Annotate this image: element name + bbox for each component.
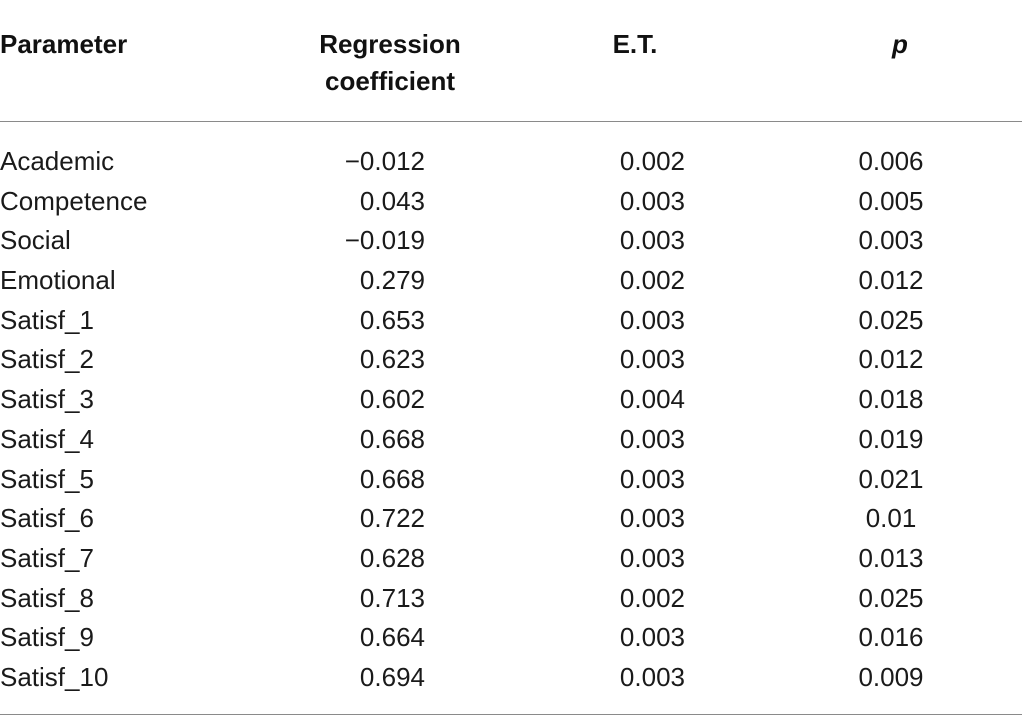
cell-et: 0.003 — [619, 542, 685, 573]
cell-parameter: Academic — [0, 146, 115, 176]
cell-regression-coefficient: 0.668 — [359, 423, 425, 454]
header-et: E.T. — [612, 29, 658, 59]
table-row: Satisf_2 0.623 0.003 0.012 — [0, 340, 1024, 380]
cell-et: 0.003 — [619, 661, 685, 692]
header-parameter: Parameter — [0, 29, 128, 59]
cell-et: 0.003 — [619, 423, 685, 454]
cell-regression-coefficient: −0.012 — [344, 146, 425, 176]
table-bottom-rule — [0, 714, 1022, 715]
cell-parameter: Social — [0, 225, 71, 256]
cell-p: 0.009 — [858, 661, 924, 692]
cell-et: 0.003 — [619, 503, 685, 534]
cell-p: 0.003 — [858, 225, 924, 256]
cell-et: 0.002 — [619, 146, 685, 176]
table-row: Satisf_6 0.722 0.003 0.01 — [0, 499, 1024, 539]
cell-regression-coefficient: 0.664 — [359, 622, 425, 653]
cell-regression-coefficient: 0.653 — [359, 304, 425, 335]
cell-et: 0.003 — [619, 463, 685, 494]
cell-regression-coefficient: 0.694 — [359, 661, 425, 692]
cell-et: 0.003 — [619, 622, 685, 653]
cell-parameter: Satisf_6 — [0, 503, 94, 534]
cell-p: 0.021 — [858, 463, 924, 494]
cell-p: 0.018 — [858, 384, 924, 415]
table-row: Competence 0.043 0.003 0.005 — [0, 182, 1024, 222]
header-p: p — [892, 29, 908, 59]
cell-parameter: Emotional — [0, 265, 116, 296]
cell-parameter: Satisf_1 — [0, 304, 94, 335]
cell-p: 0.013 — [858, 542, 924, 573]
cell-et: 0.003 — [619, 185, 685, 216]
cell-regression-coefficient: 0.713 — [359, 582, 425, 613]
cell-et: 0.003 — [619, 304, 685, 335]
table-row: Satisf_10 0.694 0.003 0.009 — [0, 658, 1024, 698]
cell-regression-coefficient: 0.722 — [359, 503, 425, 534]
cell-et: 0.002 — [619, 265, 685, 296]
table-row: Satisf_8 0.713 0.002 0.025 — [0, 579, 1024, 619]
cell-p: 0.006 — [858, 146, 924, 176]
cell-regression-coefficient: 0.623 — [359, 344, 425, 375]
header-coef-line1: Regression — [319, 29, 461, 59]
table-row: Satisf_5 0.668 0.003 0.021 — [0, 460, 1024, 500]
cell-regression-coefficient: 0.628 — [359, 542, 425, 573]
cell-parameter: Satisf_4 — [0, 423, 94, 454]
cell-regression-coefficient: 0.279 — [359, 265, 425, 296]
cell-regression-coefficient: 0.602 — [359, 384, 425, 415]
table-row: Satisf_4 0.668 0.003 0.019 — [0, 420, 1024, 460]
table-row: Satisf_7 0.628 0.003 0.013 — [0, 539, 1024, 579]
cell-p: 0.005 — [858, 185, 924, 216]
table-row: Satisf_1 0.653 0.003 0.025 — [0, 301, 1024, 341]
cell-parameter: Satisf_9 — [0, 622, 94, 653]
cell-p: 0.012 — [858, 265, 924, 296]
header-regression-coefficient: Regression coefficient — [280, 26, 500, 100]
cell-et: 0.004 — [619, 384, 685, 415]
cell-et: 0.002 — [619, 582, 685, 613]
cell-parameter: Satisf_2 — [0, 344, 94, 375]
table-row: Academic −0.012 0.002 0.006 — [0, 142, 1024, 182]
cell-p: 0.025 — [858, 582, 924, 613]
cell-et: 0.003 — [619, 344, 685, 375]
header-divider — [0, 121, 1022, 122]
cell-parameter: Satisf_8 — [0, 582, 94, 613]
table-header-row: Parameter Regression coefficient E.T. p — [0, 26, 1024, 106]
header-coef-line2: coefficient — [324, 66, 456, 96]
cell-p: 0.01 — [865, 503, 917, 534]
cell-parameter: Satisf_7 — [0, 542, 94, 573]
cell-p: 0.012 — [858, 344, 924, 375]
cell-p: 0.019 — [858, 423, 924, 454]
cell-p: 0.025 — [858, 304, 924, 335]
table-row: Emotional 0.279 0.002 0.012 — [0, 261, 1024, 301]
cell-parameter: Satisf_3 — [0, 384, 94, 415]
table-row: Satisf_9 0.664 0.003 0.016 — [0, 618, 1024, 658]
cell-regression-coefficient: 0.668 — [359, 463, 425, 494]
cell-regression-coefficient: 0.043 — [359, 185, 425, 216]
cell-et: 0.003 — [619, 225, 685, 256]
table-body: Academic −0.012 0.002 0.006 Competence 0.043 0… — [0, 142, 1024, 698]
cell-parameter: Satisf_5 — [0, 463, 94, 494]
cell-parameter: Satisf_10 — [0, 661, 109, 692]
cell-p: 0.016 — [858, 622, 924, 653]
table-row: Satisf_3 0.602 0.004 0.018 — [0, 380, 1024, 420]
table-row: Social −0.019 0.003 0.003 — [0, 221, 1024, 261]
cell-regression-coefficient: −0.019 — [344, 225, 425, 256]
cell-parameter: Competence — [0, 185, 148, 216]
